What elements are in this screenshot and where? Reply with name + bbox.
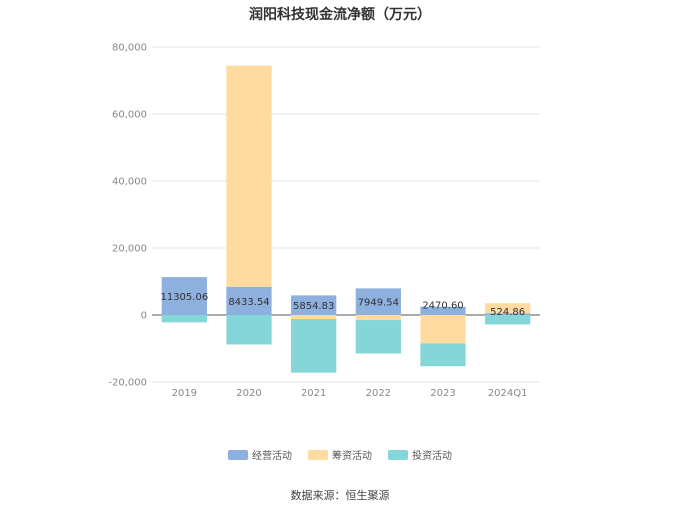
x-tick-label: 2022	[366, 388, 391, 399]
legend-swatch	[228, 449, 248, 460]
y-tick-label: 60,000	[112, 110, 147, 121]
bar-operating	[226, 286, 272, 315]
data-label: 524.86	[490, 307, 525, 318]
legend: 经营活动 筹资活动 投资活动	[0, 447, 680, 462]
x-tick-label: 2024Q1	[488, 388, 528, 399]
bar-investing	[226, 315, 272, 345]
bar-financing	[485, 303, 531, 314]
bar-financing	[355, 315, 401, 321]
data-label: 7949.54	[358, 298, 399, 309]
y-tick-label: 20,000	[112, 244, 147, 255]
x-tick-label: 2021	[301, 388, 326, 399]
legend-item[interactable]: 筹资活动	[308, 447, 372, 462]
source-note: 数据来源：恒生聚源	[290, 489, 390, 502]
bar-operating	[355, 288, 401, 315]
bar-operating	[420, 306, 466, 315]
bar-investing	[420, 343, 466, 367]
legend-swatch	[388, 449, 408, 460]
bar-operating	[161, 277, 207, 315]
bar-operating	[485, 313, 531, 315]
legend-swatch	[308, 449, 328, 460]
legend-label: 经营活动	[252, 451, 292, 462]
y-tick-label: -20,000	[108, 378, 147, 389]
bar-operating	[291, 295, 337, 315]
y-tick-label: 0	[141, 311, 147, 322]
y-tick-label: 40,000	[112, 177, 147, 188]
x-tick-label: 2023	[430, 388, 455, 399]
bar-investing	[485, 315, 531, 325]
bar-financing	[226, 65, 272, 287]
legend-label: 筹资活动	[332, 451, 372, 462]
x-tick-label: 2019	[172, 388, 197, 399]
y-tick-label: 80,000	[112, 43, 147, 54]
data-label: 11305.06	[160, 292, 208, 303]
legend-item[interactable]: 投资活动	[388, 447, 452, 462]
bar-financing	[420, 315, 466, 344]
x-tick-label: 2020	[236, 388, 261, 399]
data-label: 8433.54	[228, 297, 269, 308]
bar-investing	[355, 320, 401, 354]
legend-item[interactable]: 经营活动	[228, 447, 292, 462]
legend-label: 投资活动	[412, 451, 452, 462]
chart-title: 润阳科技现金流净额（万元）	[249, 7, 431, 23]
bar-investing	[161, 315, 207, 323]
bar-investing	[291, 319, 337, 373]
data-label: 5854.83	[293, 301, 334, 312]
data-label: 2470.60	[422, 301, 463, 312]
bar-financing	[291, 315, 337, 320]
